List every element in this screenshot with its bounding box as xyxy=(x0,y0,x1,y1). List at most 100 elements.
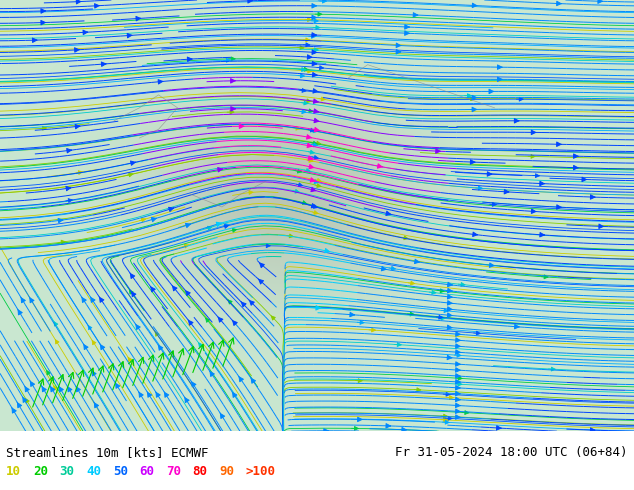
FancyArrowPatch shape xyxy=(498,65,502,70)
FancyArrowPatch shape xyxy=(436,315,443,319)
FancyArrowPatch shape xyxy=(241,302,246,307)
Text: Streamlines 10m [kts] ECMWF: Streamlines 10m [kts] ECMWF xyxy=(6,446,209,459)
FancyArrowPatch shape xyxy=(310,178,315,182)
FancyArrowPatch shape xyxy=(314,141,321,145)
FancyArrowPatch shape xyxy=(315,12,322,16)
FancyArrowPatch shape xyxy=(540,233,545,237)
FancyArrowPatch shape xyxy=(185,290,190,295)
FancyArrowPatch shape xyxy=(456,368,460,372)
FancyArrowPatch shape xyxy=(316,306,321,310)
FancyArrowPatch shape xyxy=(473,232,477,237)
FancyArrowPatch shape xyxy=(455,374,460,378)
FancyArrowPatch shape xyxy=(325,248,330,253)
Text: 60: 60 xyxy=(139,465,155,478)
FancyArrowPatch shape xyxy=(198,343,202,347)
FancyArrowPatch shape xyxy=(303,43,310,47)
FancyArrowPatch shape xyxy=(17,402,22,408)
FancyArrowPatch shape xyxy=(187,57,192,61)
FancyArrowPatch shape xyxy=(128,357,132,362)
Text: 80: 80 xyxy=(193,465,208,478)
FancyArrowPatch shape xyxy=(312,50,316,54)
FancyArrowPatch shape xyxy=(352,426,358,430)
FancyArrowPatch shape xyxy=(320,0,327,3)
FancyArrowPatch shape xyxy=(41,9,46,13)
FancyArrowPatch shape xyxy=(489,202,496,206)
FancyArrowPatch shape xyxy=(498,77,502,81)
FancyArrowPatch shape xyxy=(441,309,448,313)
FancyArrowPatch shape xyxy=(205,318,210,322)
FancyArrowPatch shape xyxy=(446,416,452,420)
FancyArrowPatch shape xyxy=(18,309,22,315)
FancyArrowPatch shape xyxy=(309,34,316,38)
FancyArrowPatch shape xyxy=(21,297,25,303)
FancyArrowPatch shape xyxy=(266,244,270,247)
FancyArrowPatch shape xyxy=(311,48,318,52)
Text: 70: 70 xyxy=(166,465,181,478)
FancyArrowPatch shape xyxy=(92,341,96,345)
FancyArrowPatch shape xyxy=(152,218,157,222)
FancyArrowPatch shape xyxy=(313,73,317,77)
FancyArrowPatch shape xyxy=(447,325,452,330)
FancyArrowPatch shape xyxy=(232,228,236,232)
FancyArrowPatch shape xyxy=(58,219,63,223)
FancyArrowPatch shape xyxy=(448,294,452,299)
Text: >100: >100 xyxy=(246,465,276,478)
FancyArrowPatch shape xyxy=(307,55,312,59)
Text: 30: 30 xyxy=(60,465,75,478)
FancyArrowPatch shape xyxy=(487,172,492,176)
FancyArrowPatch shape xyxy=(446,395,453,399)
FancyArrowPatch shape xyxy=(389,267,396,270)
FancyArrowPatch shape xyxy=(217,168,223,172)
FancyArrowPatch shape xyxy=(313,99,318,103)
FancyArrowPatch shape xyxy=(311,19,318,23)
FancyArrowPatch shape xyxy=(136,324,140,329)
FancyArrowPatch shape xyxy=(574,154,578,158)
FancyArrowPatch shape xyxy=(455,392,460,396)
FancyArrowPatch shape xyxy=(456,338,460,343)
FancyArrowPatch shape xyxy=(313,89,318,93)
FancyArrowPatch shape xyxy=(139,392,143,397)
FancyArrowPatch shape xyxy=(50,386,55,392)
FancyArrowPatch shape xyxy=(42,386,46,392)
FancyArrowPatch shape xyxy=(472,107,477,112)
FancyArrowPatch shape xyxy=(381,267,386,271)
FancyArrowPatch shape xyxy=(314,119,319,122)
FancyArrowPatch shape xyxy=(191,381,196,387)
FancyArrowPatch shape xyxy=(238,376,243,382)
FancyArrowPatch shape xyxy=(455,386,460,390)
FancyArrowPatch shape xyxy=(186,223,191,227)
FancyArrowPatch shape xyxy=(295,169,302,173)
FancyArrowPatch shape xyxy=(305,69,312,73)
FancyArrowPatch shape xyxy=(129,290,133,294)
FancyArrowPatch shape xyxy=(455,409,460,414)
Text: 40: 40 xyxy=(86,465,101,478)
FancyArrowPatch shape xyxy=(172,286,177,291)
FancyArrowPatch shape xyxy=(312,3,316,8)
FancyArrowPatch shape xyxy=(88,325,92,330)
FancyArrowPatch shape xyxy=(94,402,98,408)
FancyArrowPatch shape xyxy=(315,184,321,187)
FancyArrowPatch shape xyxy=(25,386,29,392)
FancyArrowPatch shape xyxy=(447,355,452,360)
FancyArrowPatch shape xyxy=(83,30,87,35)
FancyArrowPatch shape xyxy=(441,414,448,418)
FancyArrowPatch shape xyxy=(455,403,460,408)
FancyArrowPatch shape xyxy=(59,240,65,244)
FancyArrowPatch shape xyxy=(25,399,29,403)
FancyArrowPatch shape xyxy=(404,24,410,29)
FancyArrowPatch shape xyxy=(408,312,414,316)
FancyArrowPatch shape xyxy=(249,191,253,195)
FancyArrowPatch shape xyxy=(377,164,382,168)
FancyArrowPatch shape xyxy=(386,423,391,428)
FancyArrowPatch shape xyxy=(184,397,189,403)
FancyArrowPatch shape xyxy=(590,195,595,199)
FancyArrowPatch shape xyxy=(307,158,313,162)
FancyArrowPatch shape xyxy=(312,33,316,37)
FancyArrowPatch shape xyxy=(313,25,320,29)
FancyArrowPatch shape xyxy=(309,165,314,169)
FancyArrowPatch shape xyxy=(599,224,604,228)
FancyArrowPatch shape xyxy=(311,143,318,147)
FancyArrowPatch shape xyxy=(231,107,235,111)
FancyArrowPatch shape xyxy=(311,129,317,133)
FancyArrowPatch shape xyxy=(155,392,160,397)
